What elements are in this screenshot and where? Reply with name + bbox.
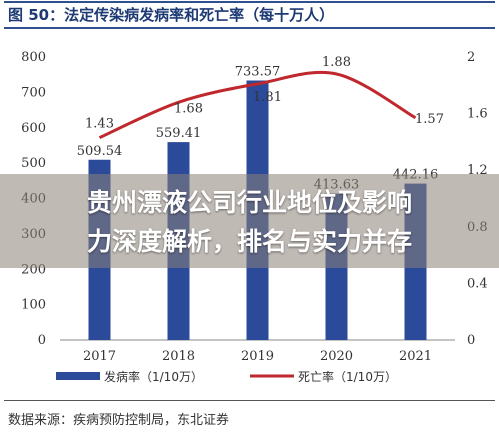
x-tick-label: 2017 [83, 349, 116, 364]
y-left-tick-label: 700 [21, 85, 46, 100]
y-right-tick-label: 0.4 [467, 276, 488, 291]
x-tick-label: 2020 [320, 349, 353, 364]
overlay-line-2: 力深度解析，排名与实力并存 [86, 227, 412, 256]
y-left-tick-label: 800 [21, 50, 46, 65]
death-rate-line [98, 70, 417, 140]
bar-value-label: 509.54 [77, 144, 123, 159]
y-left-tick-label: 500 [21, 156, 46, 171]
legend-line-label: 死亡率（1/10万） [298, 369, 397, 384]
legend-bar-label: 发病率（1/10万） [104, 369, 203, 384]
source-note: 数据来源：疾病预防控制局，东北证券 [8, 413, 230, 428]
x-tick-label: 2019 [241, 349, 274, 364]
overlay-line-1: 贵州漂液公司行业地位及影响 [86, 188, 412, 217]
header-top-rule [4, 1, 495, 3]
bar-value-label: 733.57 [235, 64, 281, 79]
y-right-tick-label: 1.6 [467, 107, 488, 122]
x-tick-label: 2021 [399, 349, 432, 364]
line-value-label: 1.81 [253, 90, 282, 105]
y-left-tick-label: 0 [38, 333, 46, 348]
legend-bar-swatch [56, 372, 100, 380]
y-right-tick-label: 2 [467, 50, 475, 65]
y-left-tick-label: 600 [21, 121, 46, 136]
line-value-label: 1.88 [322, 55, 351, 70]
bar-value-label: 559.41 [156, 126, 202, 141]
line-value-label: 1.57 [415, 112, 444, 127]
footer-rule [4, 400, 495, 401]
header-bottom-rule [4, 27, 495, 29]
x-tick-label: 2018 [162, 349, 195, 364]
overlay-banner [0, 174, 499, 268]
y-right-tick-label: 0 [467, 333, 475, 348]
line-value-label: 1.68 [174, 101, 203, 116]
line-value-label: 1.43 [85, 117, 114, 132]
y-left-tick-label: 100 [21, 298, 46, 313]
figure-title: 图 50：法定传染病发病率和死亡率（每十万人） [8, 6, 335, 24]
